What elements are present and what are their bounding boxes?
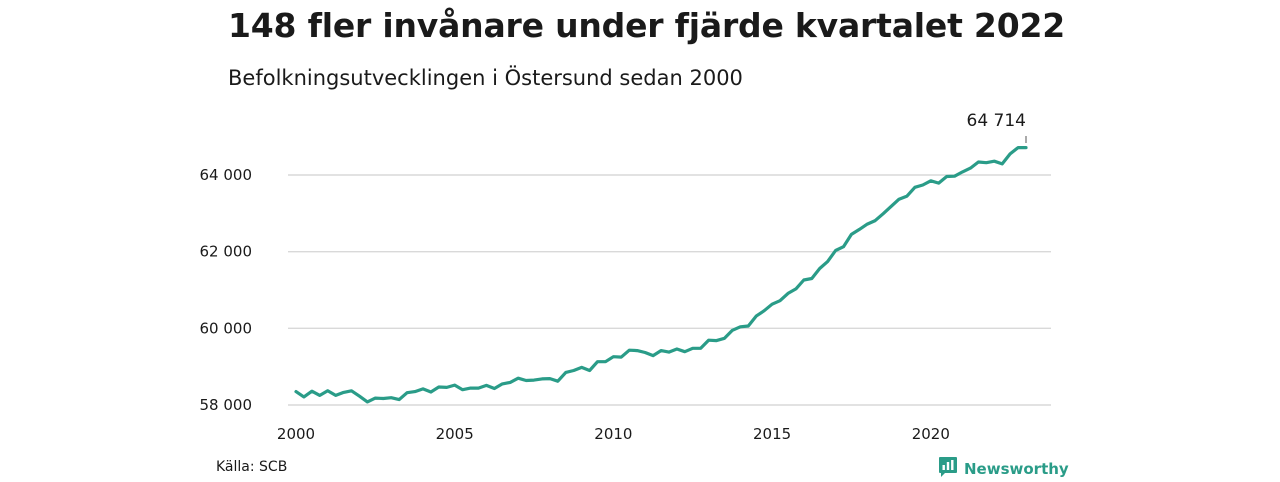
annotation-layer: 64 714 bbox=[967, 111, 1027, 143]
annotation-label: 64 714 bbox=[967, 111, 1026, 131]
x-tick-label: 2010 bbox=[594, 425, 632, 443]
x-tick-label: 2000 bbox=[277, 425, 315, 443]
x-tick-label: 2015 bbox=[753, 425, 791, 443]
chart-title: 148 fler invånare under fjärde kvartalet… bbox=[228, 6, 1065, 45]
y-tick-label: 62 000 bbox=[200, 243, 253, 261]
x-tick-label: 2020 bbox=[912, 425, 950, 443]
series-line bbox=[294, 146, 1028, 404]
y-tick-label: 60 000 bbox=[200, 319, 253, 337]
grid-layer bbox=[288, 174, 1051, 406]
brand-name: Newsworthy bbox=[964, 460, 1069, 478]
x-tick-label: 2005 bbox=[436, 425, 474, 443]
y-axis-ticks: 58 000 60 000 62 000 64 000 bbox=[200, 166, 253, 414]
series-layer bbox=[294, 146, 1028, 404]
chart-subtitle: Befolkningsutvecklingen i Östersund seda… bbox=[228, 66, 743, 90]
x-axis-ticks: 2000 2005 2010 2015 2020 bbox=[277, 425, 950, 443]
brand: Newsworthy bbox=[938, 456, 1069, 482]
y-tick-label: 64 000 bbox=[200, 166, 253, 184]
source-note: Källa: SCB bbox=[216, 459, 288, 475]
y-tick-label: 58 000 bbox=[200, 396, 253, 414]
newsworthy-logo-icon bbox=[938, 456, 958, 482]
